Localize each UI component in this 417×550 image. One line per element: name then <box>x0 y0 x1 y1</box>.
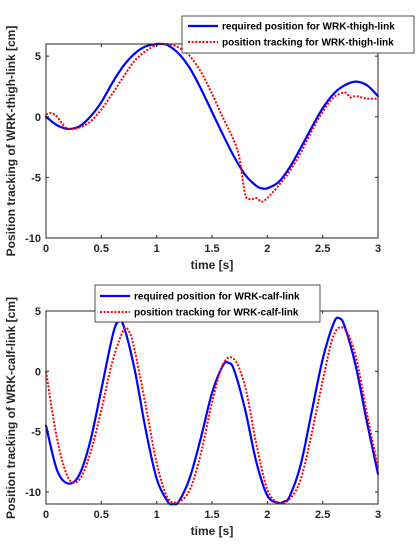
x-tick-label-calf: 0 <box>43 509 49 521</box>
x-tick-label-calf: 2.5 <box>315 509 330 521</box>
y-tick-label-calf: -10 <box>25 487 41 499</box>
y-tick-label-thigh: -10 <box>25 233 41 245</box>
x-axis-label-calf: time [s] <box>191 524 234 538</box>
y-axis-label-thigh: Position tracking of WRK-thigh-link [cm] <box>4 26 18 257</box>
legend-thigh: required position for WRK-thigh-link pos… <box>181 15 415 54</box>
legend-box-thigh <box>181 15 415 54</box>
series-group-thigh <box>44 42 380 203</box>
x-tick-label-calf: 0.5 <box>94 509 109 521</box>
chart-calf: 0 0.5 1 1.5 2 2.5 3 -10 -5 0 5 time [s] Position t… <box>4 284 381 538</box>
legend-box-calf <box>94 284 321 323</box>
y-tick-label-calf: -5 <box>31 427 41 439</box>
legend-entry-tracking-thigh: position tracking for WRK-thigh-link <box>222 38 394 49</box>
legend-entry-required-thigh: required position for WRK-thigh-link <box>222 22 395 33</box>
y-tick-label-calf: 5 <box>35 306 41 318</box>
x-tick-label-thigh: 0.5 <box>94 243 109 255</box>
x-tick-label-thigh: 2.5 <box>315 243 330 255</box>
x-tick-label-thigh: 0 <box>43 243 49 255</box>
legend-entry-tracking-calf: position tracking for WRK-calf-link <box>134 308 299 319</box>
series-line-tracking-thigh <box>45 42 379 203</box>
y-tick-label-thigh: -5 <box>31 172 41 184</box>
x-tick-label-calf: 2 <box>264 509 270 521</box>
y-axis-label-calf: Position tracking of WRK-calf-link [cm] <box>4 297 18 519</box>
series-line-required-thigh <box>44 42 380 190</box>
x-tick-label-calf: 3 <box>375 509 381 521</box>
legend-calf: required position for WRK-calf-link posi… <box>94 284 321 323</box>
x-tick-label-calf: 1.5 <box>204 509 219 521</box>
series-group-calf <box>44 316 380 506</box>
y-tick-label-thigh: 0 <box>35 112 41 124</box>
x-tick-label-calf: 1 <box>154 509 160 521</box>
x-tick-label-thigh: 1.5 <box>204 243 219 255</box>
x-tick-label-thigh: 3 <box>375 243 381 255</box>
ticks-group-thigh: 0 0.5 1 1.5 2 2.5 3 -10 -5 0 5 <box>25 44 381 255</box>
y-tick-label-thigh: 5 <box>35 51 41 63</box>
x-tick-label-thigh: 1 <box>154 243 160 255</box>
ticks-group-calf: 0 0.5 1 1.5 2 2.5 3 -10 -5 0 5 <box>25 306 381 521</box>
x-tick-label-thigh: 2 <box>264 243 270 255</box>
chart-thigh: 0 0.5 1 1.5 2 2.5 3 -10 -5 0 5 time [s] Position t… <box>4 15 415 272</box>
x-axis-label-thigh: time [s] <box>191 258 234 272</box>
legend-entry-required-calf: required position for WRK-calf-link <box>134 292 300 303</box>
plot-area-thigh <box>46 44 378 238</box>
y-tick-label-calf: 0 <box>35 366 41 378</box>
